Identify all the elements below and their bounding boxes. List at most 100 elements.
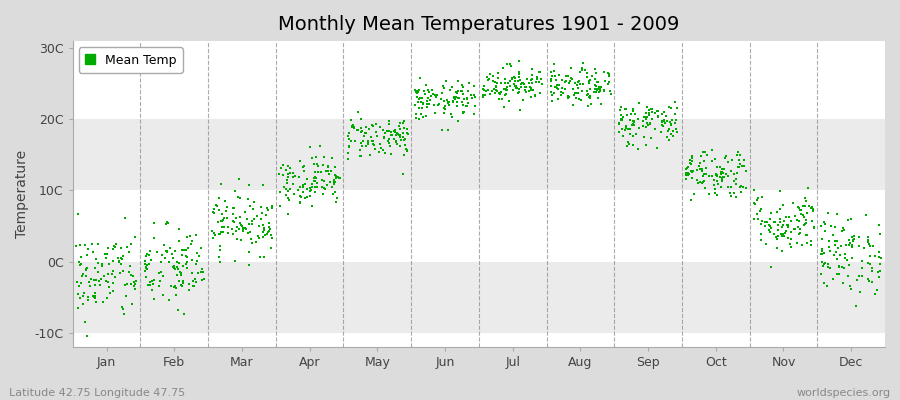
Point xyxy=(872,222,886,228)
Point xyxy=(98,251,112,258)
Point xyxy=(508,83,523,89)
Point xyxy=(193,252,207,259)
Point xyxy=(619,123,634,129)
Point xyxy=(524,87,538,94)
Point xyxy=(381,138,395,145)
Point xyxy=(234,237,248,244)
Point xyxy=(558,85,572,92)
Point xyxy=(77,319,92,325)
Point xyxy=(310,154,324,160)
Point xyxy=(614,116,628,122)
Point xyxy=(512,58,526,64)
Point xyxy=(784,236,798,242)
Point xyxy=(772,219,787,225)
Point xyxy=(696,149,710,156)
Point xyxy=(643,119,657,126)
Point xyxy=(662,104,677,110)
Point xyxy=(655,122,670,128)
Point xyxy=(95,262,110,269)
Point xyxy=(524,85,538,92)
Point xyxy=(361,139,375,146)
Point xyxy=(568,80,582,86)
Point xyxy=(758,219,772,226)
Point xyxy=(821,264,835,270)
Point xyxy=(323,179,338,185)
Point xyxy=(182,287,196,293)
Point xyxy=(317,185,331,191)
Point xyxy=(376,126,391,133)
Point xyxy=(456,102,471,108)
Point xyxy=(428,94,443,100)
Point xyxy=(770,208,785,215)
Point xyxy=(251,223,266,230)
Point xyxy=(185,257,200,263)
Point xyxy=(176,278,191,284)
Point xyxy=(309,175,323,181)
Point xyxy=(760,219,774,226)
Point xyxy=(847,233,861,239)
Point xyxy=(590,86,604,92)
Point xyxy=(256,226,271,233)
Point xyxy=(450,118,464,125)
Point xyxy=(502,78,517,84)
Point xyxy=(640,120,654,127)
Point xyxy=(576,60,590,66)
Point xyxy=(383,129,398,135)
Point xyxy=(373,124,387,130)
Point xyxy=(792,230,806,236)
Point xyxy=(101,271,115,277)
Point xyxy=(544,69,558,76)
Legend: Mean Temp: Mean Temp xyxy=(79,47,183,73)
Point xyxy=(572,77,587,84)
Point xyxy=(764,225,778,232)
Point xyxy=(663,105,678,111)
Point xyxy=(763,222,778,229)
Point xyxy=(152,270,166,276)
Point xyxy=(494,80,508,86)
Point xyxy=(764,210,778,216)
Point xyxy=(746,200,760,206)
Point xyxy=(298,195,312,201)
Point xyxy=(666,128,680,134)
Point xyxy=(391,130,405,136)
Point xyxy=(304,203,319,210)
Point xyxy=(421,95,436,102)
Point xyxy=(158,254,173,261)
Point xyxy=(411,99,426,105)
Point xyxy=(217,224,231,230)
Point xyxy=(511,78,526,84)
Point xyxy=(829,249,843,256)
Point xyxy=(556,90,571,96)
Point xyxy=(460,103,474,110)
Point xyxy=(113,255,128,262)
Point xyxy=(78,266,93,272)
Point xyxy=(410,90,424,96)
Point xyxy=(292,173,307,180)
Point xyxy=(224,226,238,232)
Point xyxy=(142,252,157,258)
Point xyxy=(814,251,828,257)
Point xyxy=(378,149,392,156)
Point xyxy=(793,226,807,232)
Point xyxy=(382,118,397,124)
Point xyxy=(651,114,665,121)
Point xyxy=(179,260,194,267)
Title: Monthly Mean Temperatures 1901 - 2009: Monthly Mean Temperatures 1901 - 2009 xyxy=(278,15,680,34)
Point xyxy=(140,274,154,280)
Point xyxy=(571,79,585,85)
Point xyxy=(709,178,724,184)
Point xyxy=(255,210,269,217)
Point xyxy=(306,178,320,184)
Point xyxy=(342,135,356,142)
Point xyxy=(418,91,432,98)
Point xyxy=(377,134,392,140)
Point xyxy=(734,189,748,195)
Point xyxy=(719,153,733,160)
Point xyxy=(341,133,356,139)
Point xyxy=(144,287,158,293)
Point xyxy=(443,87,457,93)
Point xyxy=(826,232,841,238)
Point xyxy=(327,181,341,188)
Point xyxy=(656,123,670,129)
Point xyxy=(615,116,629,122)
